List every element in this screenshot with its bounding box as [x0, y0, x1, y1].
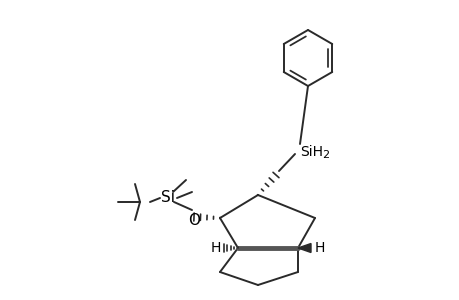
- Text: 2: 2: [321, 150, 328, 160]
- Text: O: O: [188, 214, 200, 229]
- Text: Si: Si: [161, 190, 174, 206]
- Text: H: H: [210, 241, 221, 255]
- Text: SiH: SiH: [299, 145, 322, 159]
- Polygon shape: [297, 244, 310, 253]
- Text: H: H: [314, 241, 325, 255]
